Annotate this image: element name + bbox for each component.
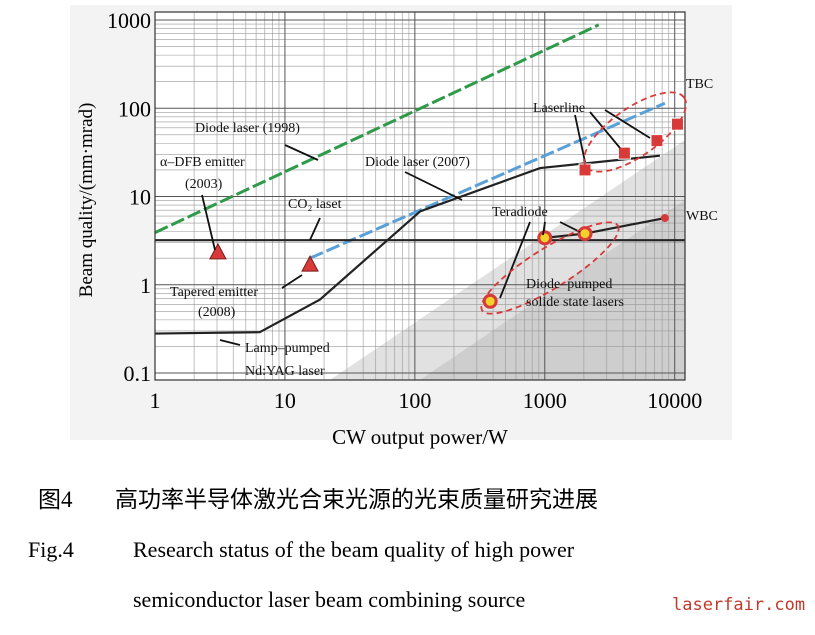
annotation: Nd:YAG laser [245, 364, 325, 379]
circle-marker [537, 230, 553, 246]
square-marker [617, 146, 631, 160]
series-line [154, 154, 661, 335]
circle-marker [482, 293, 498, 309]
caption-en-label: Fig.4 [28, 537, 74, 562]
y-axis-label: Beam quality/(mm·mrad) [76, 103, 97, 298]
y-tick-label: 0.1 [124, 361, 152, 386]
caption-cn-text: 高功率半导体激光合束光源的光束质量研究进展 [115, 487, 598, 512]
x-tick-label: 1 [150, 388, 161, 413]
annotation: TBC [686, 77, 713, 92]
y-tick-label: 1 [140, 273, 151, 298]
series-line [309, 101, 666, 260]
annotation: Lamp–pumped [245, 341, 330, 356]
annotation: Tapered emitter [170, 285, 258, 300]
arrows [201, 109, 651, 346]
annotation: α–DFB emitter [160, 155, 245, 170]
annotation: Laserline [533, 101, 585, 116]
x-tick-label: 1000 [523, 388, 567, 413]
x-tick-label: 100 [398, 388, 431, 413]
x-tick-label: 10000 [647, 388, 702, 413]
annotation: CO₂ laset [288, 197, 342, 212]
caption-en-line: Research status of the beam quality of h… [133, 537, 575, 562]
annotation: Diode laser (1998) [195, 121, 300, 136]
watermark: laserfair.com [672, 595, 805, 615]
square-marker [650, 134, 664, 148]
annotation: Diode–pumped [526, 277, 612, 292]
caption-en-line: semiconductor laser beam combining sourc… [133, 587, 525, 612]
series-line [154, 23, 600, 234]
annotation: WBC [686, 209, 718, 224]
y-tick-label: 100 [118, 96, 151, 121]
y-tick-label: 1000 [107, 8, 151, 33]
x-tick-label: 10 [274, 388, 296, 413]
annotation: solide state lasers [526, 295, 624, 310]
triangle-marker [209, 242, 227, 260]
annotation: (2008) [198, 305, 236, 320]
annotation: Diode laser (2007) [365, 155, 470, 170]
annotation: Teradiode [492, 205, 548, 220]
y-tick-label: 10 [129, 185, 151, 210]
annotation: (2003) [185, 177, 223, 192]
dot-marker [660, 214, 669, 223]
square-marker [670, 117, 684, 131]
circle-marker [577, 226, 593, 242]
triangle-marker [301, 255, 319, 272]
plot-frame [154, 11, 686, 381]
x-axis-label: CW output power/W [332, 425, 508, 449]
caption-cn-label: 图4 [38, 487, 73, 512]
group-outlines [480, 91, 687, 315]
